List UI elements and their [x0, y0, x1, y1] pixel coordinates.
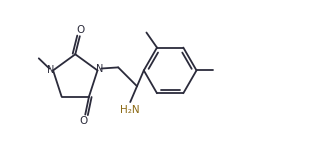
Text: N: N — [47, 65, 54, 75]
Text: O: O — [79, 116, 87, 126]
Text: O: O — [76, 25, 85, 35]
Text: H₂N: H₂N — [120, 105, 139, 115]
Text: N: N — [96, 64, 103, 73]
